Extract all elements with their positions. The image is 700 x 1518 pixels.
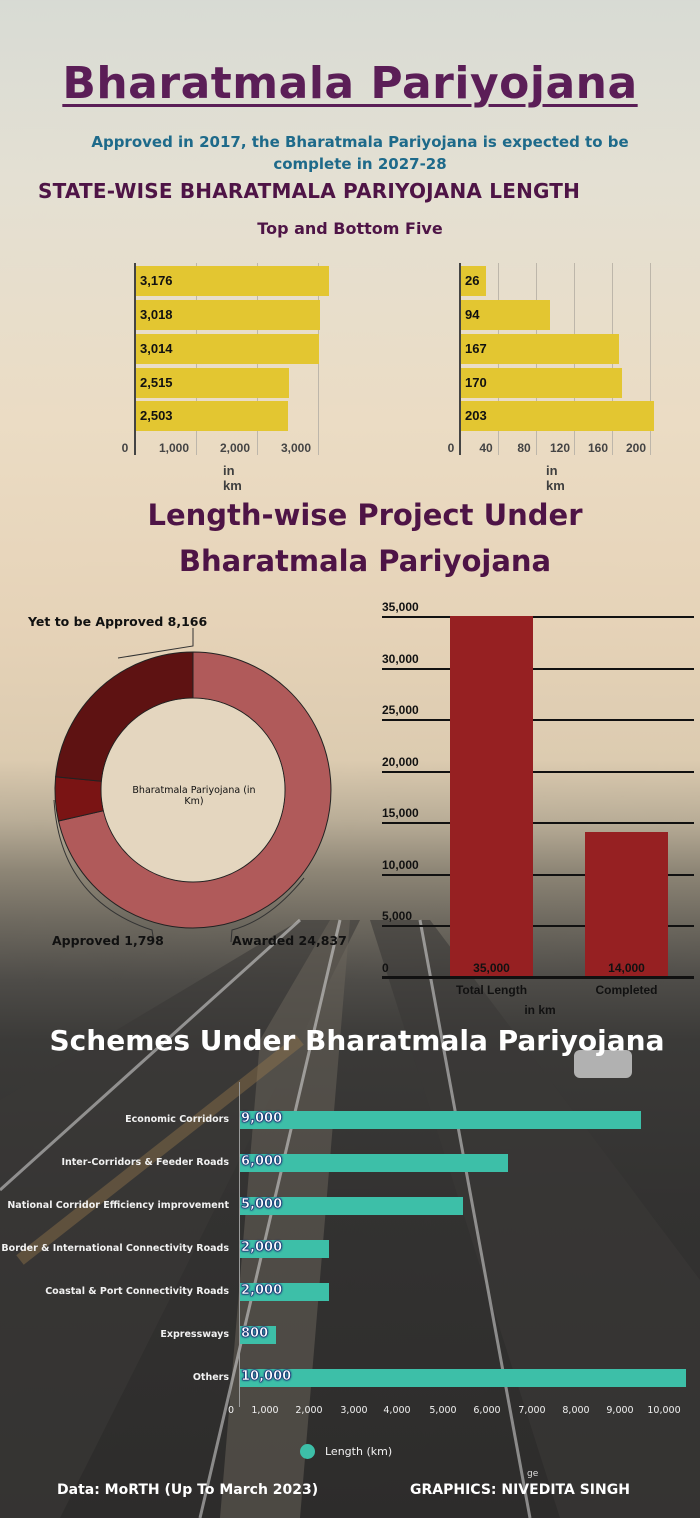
axis-tick: 80 (517, 441, 531, 455)
donut-graphic (53, 628, 332, 943)
stray-text: ge (527, 1469, 539, 1479)
scheme-value: 10,000 (241, 1369, 292, 1385)
scheme-label: Coastal & Port Connectivity Roads (45, 1286, 229, 1297)
scheme-value: 2,000 (241, 1283, 283, 1299)
scheme-bar (240, 1154, 508, 1172)
axis-unit: in km (546, 463, 565, 493)
axis-tick: 0 (121, 441, 129, 455)
page-subtitle: Approved in 2017, the Bharatmala Pariyoj… (91, 133, 629, 173)
scheme-bar (240, 1197, 463, 1215)
bar: 3,018 (136, 300, 320, 330)
y-tick: 25,000 (382, 703, 419, 717)
length-section-title-line2: Bharatmala Pariyojana (178, 544, 552, 578)
state-section-title: STATE-WISE BHARATMALA PARIYOJANA LENGTH (38, 179, 581, 203)
donut-chart: Yet to be Approved 8,166 Bharatmala Pari… (20, 600, 370, 960)
axis-tick: 1,000 (158, 441, 190, 455)
axis-tick: 40 (479, 441, 493, 455)
scheme-label: Expressways (160, 1329, 229, 1340)
state-section-subtitle: Top and Bottom Five (257, 219, 443, 238)
y-tick: 20,000 (382, 755, 419, 769)
axis-tick: 120 (549, 441, 571, 455)
bar: 2,503 (136, 401, 288, 431)
scheme-value: 800 (241, 1326, 269, 1342)
top-five-axis (134, 263, 136, 455)
page-title: Bharatmala Pariyojana (62, 58, 638, 109)
column-completed (585, 832, 668, 977)
scheme-label: Inter-Corridors & Feeder Roads (61, 1157, 229, 1168)
schemes-section-title: Schemes Under Bharatmala Pariyojana (49, 1024, 665, 1057)
y-tick: 15,000 (382, 806, 419, 820)
data-source: Data: MoRTH (Up To March 2023) (57, 1482, 319, 1498)
axis-unit: in km (223, 463, 242, 493)
scheme-label: Border & International Connectivity Road… (1, 1243, 229, 1254)
column-unit: in km (524, 1003, 556, 1017)
bar: 167 (461, 334, 619, 364)
bar: 94 (461, 300, 550, 330)
y-tick: 5,000 (382, 909, 413, 923)
bar: 3,176 (136, 266, 329, 296)
scheme-bar (240, 1369, 686, 1387)
schemes-axis (239, 1082, 240, 1407)
x-tick: 4,000 (383, 1405, 411, 1416)
column-label: Completed (595, 983, 658, 997)
scheme-label: National Corridor Efficiency improvement (7, 1200, 229, 1211)
x-tick: 5,000 (429, 1405, 457, 1416)
legend-dot-icon (300, 1444, 315, 1459)
scheme-bar (240, 1283, 329, 1301)
x-tick: 7,000 (518, 1405, 546, 1416)
axis-tick: 2,000 (219, 441, 251, 455)
scheme-bar (240, 1326, 276, 1344)
column-label: Total Length (455, 983, 528, 997)
column-value: 35,000 (473, 961, 510, 975)
x-tick: 8,000 (562, 1405, 590, 1416)
scheme-bar (240, 1240, 329, 1258)
axis-tick: 0 (447, 441, 455, 455)
x-tick: 10,000 (647, 1405, 681, 1416)
x-tick: 3,000 (340, 1405, 368, 1416)
scheme-label: Others (192, 1372, 229, 1383)
column-total-length (450, 616, 533, 977)
donut-center-label: Bharatmala Pariyojana (in Km) (132, 785, 256, 807)
donut-label-awarded: Awarded 24,837 (232, 933, 347, 948)
length-section-title-line1: Length-wise Project Under (147, 498, 583, 532)
x-tick: 2,000 (295, 1405, 323, 1416)
scheme-value: 6,000 (241, 1154, 283, 1170)
completion-column-chart: 35,000 30,000 25,000 20,000 15,000 10,00… (382, 598, 700, 1018)
axis-tick: 160 (587, 441, 609, 455)
scheme-value: 5,000 (241, 1197, 283, 1213)
donut-label-approved: Approved 1,798 (52, 933, 164, 948)
scheme-value: 9,000 (241, 1111, 283, 1127)
x-tick: 6,000 (473, 1405, 501, 1416)
bar: 170 (461, 368, 622, 398)
x-tick: 0 (227, 1405, 235, 1416)
y-tick: 30,000 (382, 652, 419, 666)
bottom-five-axis (459, 263, 461, 455)
bar: 203 (461, 401, 654, 431)
y-tick: 0 (382, 961, 389, 975)
scheme-value: 2,000 (241, 1240, 283, 1256)
scheme-label: Economic Corridors (125, 1114, 229, 1125)
x-tick: 9,000 (606, 1405, 634, 1416)
donut-label-yet-approved: Yet to be Approved 8,166 (28, 614, 208, 629)
axis-tick: 200 (625, 441, 647, 455)
y-tick: 35,000 (382, 600, 419, 614)
scheme-bar (240, 1111, 641, 1129)
axis-tick: 3,000 (280, 441, 312, 455)
bar: 26 (461, 266, 486, 296)
column-value: 14,000 (608, 961, 645, 975)
x-tick: 1,000 (251, 1405, 279, 1416)
graphics-credit: GRAPHICS: NIVEDITA SINGH (410, 1482, 630, 1498)
bar: 2,515 (136, 368, 289, 398)
y-tick: 10,000 (382, 858, 419, 872)
bar: 3,014 (136, 334, 319, 364)
legend-label: Length (km) (325, 1445, 393, 1458)
